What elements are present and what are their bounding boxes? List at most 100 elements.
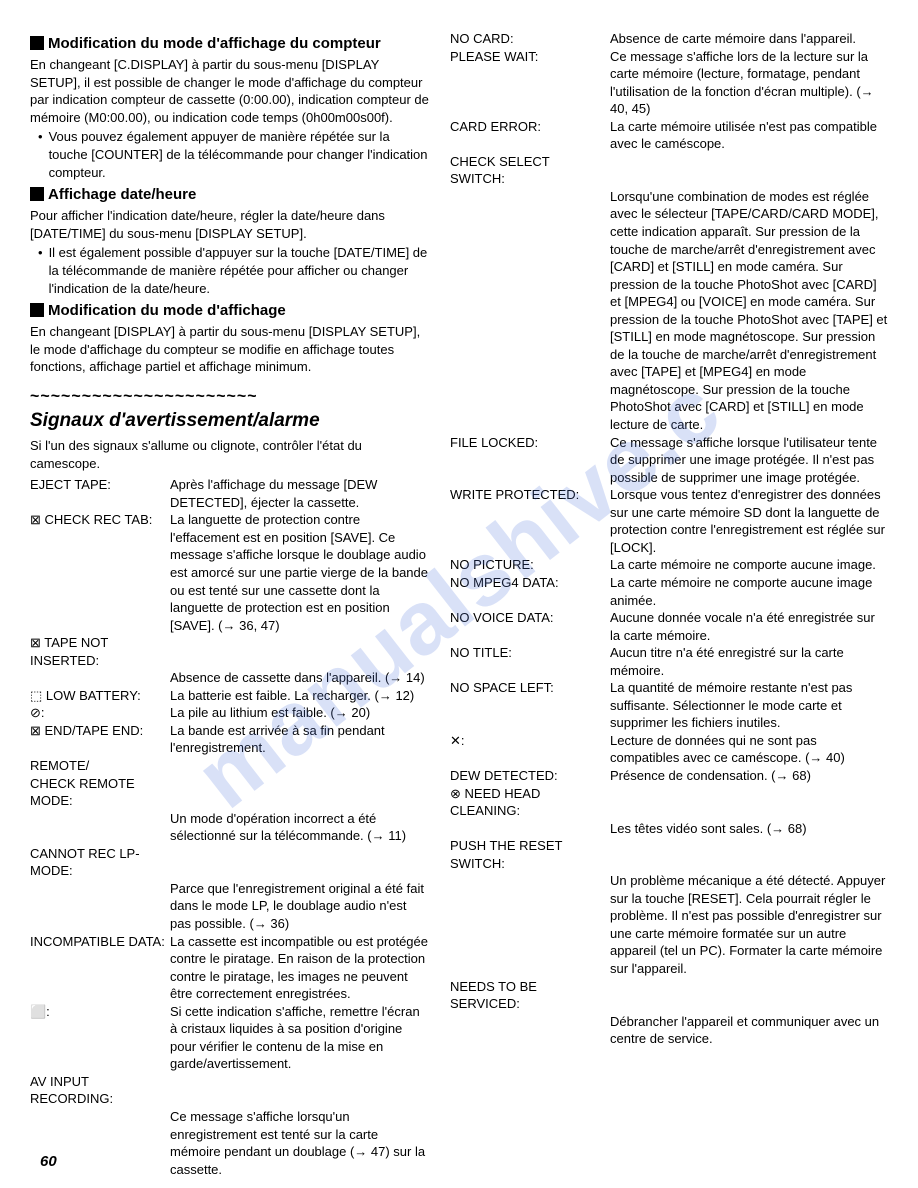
definition-row: CARD ERROR:La carte mémoire utilisée n'e… (450, 118, 888, 153)
heading-2-bullet-text: Il est également possible d'appuyer sur … (49, 244, 430, 297)
definition-row: ⊘:La pile au lithium est faible. (→ 20) (30, 704, 430, 722)
definition-row: PUSH THE RESET SWITCH: (450, 837, 888, 872)
definition-row: NO MPEG4 DATA:La carte mémoire ne compor… (450, 574, 888, 609)
definition-row: NO CARD:Absence de carte mémoire dans l'… (450, 30, 888, 48)
wavy-divider: ~~~~~~~~~~~~~~~~~~~~~~ (30, 386, 430, 408)
left-column: Modification du mode d'affichage du comp… (30, 30, 430, 1178)
definition-label: CANNOT REC LP-MODE: (30, 845, 170, 880)
definition-row: DEW DETECTED:Présence de condensation. (… (450, 767, 888, 785)
definition-row: ⊗ NEED HEAD CLEANING: (450, 785, 888, 820)
heading-3-title: Modification du mode d'affichage (48, 301, 286, 321)
definition-value: Débrancher l'appareil et communiquer ave… (610, 1013, 888, 1048)
left-definitions: EJECT TAPE:Après l'affichage du message … (30, 476, 430, 1178)
heading-2-bullet: Il est également possible d'appuyer sur … (38, 244, 430, 297)
definition-label: NO CARD: (450, 30, 610, 48)
definition-value: Un mode d'opération incorrect a été séle… (170, 810, 430, 845)
square-bullet-icon (30, 187, 44, 201)
definition-value: Aucune donnée vocale n'a été enregistrée… (610, 609, 888, 644)
definition-value: Lorsque vous tentez d'enregistrer des do… (610, 486, 888, 556)
definition-label: ⊠ CHECK REC TAB: (30, 511, 170, 529)
definition-label: CHECK SELECT SWITCH: (450, 153, 610, 188)
definition-row: NO VOICE DATA:Aucune donnée vocale n'a é… (450, 609, 888, 644)
definition-row: ⊠ TAPE NOT INSERTED: (30, 634, 430, 669)
square-bullet-icon (30, 303, 44, 317)
definition-row: CANNOT REC LP-MODE: (30, 845, 430, 880)
definition-label: CARD ERROR: (450, 118, 610, 136)
definition-row: ✕:Lecture de données qui ne sont pas com… (450, 732, 888, 767)
definition-value: Lorsqu'une combination de modes est régl… (610, 188, 888, 434)
definition-label: NEEDS TO BE SERVICED: (450, 978, 610, 1013)
definition-label: ⬜: (30, 1003, 170, 1021)
definition-label: ⊠ TAPE NOT INSERTED: (30, 634, 170, 669)
definition-row: CHECK SELECT SWITCH: (450, 153, 888, 188)
definition-value: Ce message s'affiche lorsque l'utilisate… (610, 434, 888, 487)
definition-row: ⊠ CHECK REC TAB:La languette de protecti… (30, 511, 430, 634)
definition-label: NO SPACE LEFT: (450, 679, 610, 697)
heading-3-body: En changeant [DISPLAY] à partir du sous-… (30, 323, 430, 376)
definition-label: ✕: (450, 732, 610, 750)
definition-label: INCOMPATIBLE DATA: (30, 933, 170, 951)
definition-row: ⬚ LOW BATTERY:La batterie est faible. La… (30, 687, 430, 705)
definition-value: La batterie est faible. La recharger. (→… (170, 687, 430, 705)
definition-label: ⊠ END/TAPE END: (30, 722, 170, 740)
definition-label: ⬚ LOW BATTERY: (30, 687, 170, 705)
definition-label: PUSH THE RESET SWITCH: (450, 837, 610, 872)
definition-value: La languette de protection contre l'effa… (170, 511, 430, 634)
definition-row: WRITE PROTECTED:Lorsque vous tentez d'en… (450, 486, 888, 556)
definition-row: ⊠ END/TAPE END:La bande est arrivée à sa… (30, 722, 430, 757)
definition-row: INCOMPATIBLE DATA:La cassette est incomp… (30, 933, 430, 1003)
definition-value: Lecture de données qui ne sont pas compa… (610, 732, 888, 767)
definition-row: NO PICTURE:La carte mémoire ne comporte … (450, 556, 888, 574)
right-column: NO CARD:Absence de carte mémoire dans l'… (450, 30, 888, 1178)
heading-1-bullet-text: Vous pouvez également appuyer de manière… (49, 128, 430, 181)
heading-2-title: Affichage date/heure (48, 185, 196, 205)
definition-value: La carte mémoire utilisée n'est pas comp… (610, 118, 888, 153)
definition-row: AV INPUT RECORDING: (30, 1073, 430, 1108)
definition-value: Ce message s'affiche lorsqu'un enregistr… (170, 1108, 430, 1178)
definition-label: AV INPUT RECORDING: (30, 1073, 170, 1108)
heading-2-body: Pour afficher l'indication date/heure, r… (30, 207, 430, 242)
section-title: Signaux d'avertissement/alarme (30, 408, 430, 434)
definition-row: FILE LOCKED:Ce message s'affiche lorsque… (450, 434, 888, 487)
definition-row: Absence de cassette dans l'appareil. (→ … (30, 669, 430, 687)
definition-value: Après l'affichage du message [DEW DETECT… (170, 476, 430, 511)
definition-row: Débrancher l'appareil et communiquer ave… (450, 1013, 888, 1048)
definition-value: La pile au lithium est faible. (→ 20) (170, 704, 430, 722)
definition-value: La cassette est incompatible ou est prot… (170, 933, 430, 1003)
heading-2: Affichage date/heure (30, 185, 430, 205)
definition-value: Parce que l'enregistrement original a ét… (170, 880, 430, 933)
page-number: 60 (40, 1152, 57, 1172)
definition-value: Si cette indication s'affiche, remettre … (170, 1003, 430, 1073)
definition-label: NO VOICE DATA: (450, 609, 610, 627)
heading-1-bullet: Vous pouvez également appuyer de manière… (38, 128, 430, 181)
definition-value: Absence de cassette dans l'appareil. (→ … (170, 669, 430, 687)
definition-value: La carte mémoire ne comporte aucune imag… (610, 556, 888, 574)
definition-row: PLEASE WAIT:Ce message s'affiche lors de… (450, 48, 888, 118)
definition-label: NO TITLE: (450, 644, 610, 662)
page-content: Modification du mode d'affichage du comp… (30, 30, 888, 1178)
definition-label: WRITE PROTECTED: (450, 486, 610, 504)
definition-value: Les têtes vidéo sont sales. (→ 68) (610, 820, 888, 838)
definition-value: Un problème mécanique a été détecté. App… (610, 872, 888, 977)
heading-3: Modification du mode d'affichage (30, 301, 430, 321)
definition-label: ⊗ NEED HEAD CLEANING: (450, 785, 610, 820)
definition-value: Présence de condensation. (→ 68) (610, 767, 888, 785)
definition-label: ⊘: (30, 704, 170, 722)
definition-row: Un problème mécanique a été détecté. App… (450, 872, 888, 977)
definition-value: La quantité de mémoire restante n'est pa… (610, 679, 888, 732)
definition-label: REMOTE/ (30, 757, 170, 775)
definition-row: Les têtes vidéo sont sales. (→ 68) (450, 820, 888, 838)
definition-row: NEEDS TO BE SERVICED: (450, 978, 888, 1013)
definition-value: Absence de carte mémoire dans l'appareil… (610, 30, 888, 48)
right-definitions: NO CARD:Absence de carte mémoire dans l'… (450, 30, 888, 1048)
section-intro: Si l'un des signaux s'allume ou clignote… (30, 437, 430, 472)
definition-row: Ce message s'affiche lorsqu'un enregistr… (30, 1108, 430, 1178)
definition-value: La bande est arrivée à sa fin pendant l'… (170, 722, 430, 757)
square-bullet-icon (30, 36, 44, 50)
heading-1-title: Modification du mode d'affichage du comp… (48, 34, 381, 54)
definition-value: Ce message s'affiche lors de la lecture … (610, 48, 888, 118)
definition-label: NO MPEG4 DATA: (450, 574, 610, 592)
definition-row: REMOTE/ (30, 757, 430, 775)
definition-label: NO PICTURE: (450, 556, 610, 574)
definition-label: FILE LOCKED: (450, 434, 610, 452)
